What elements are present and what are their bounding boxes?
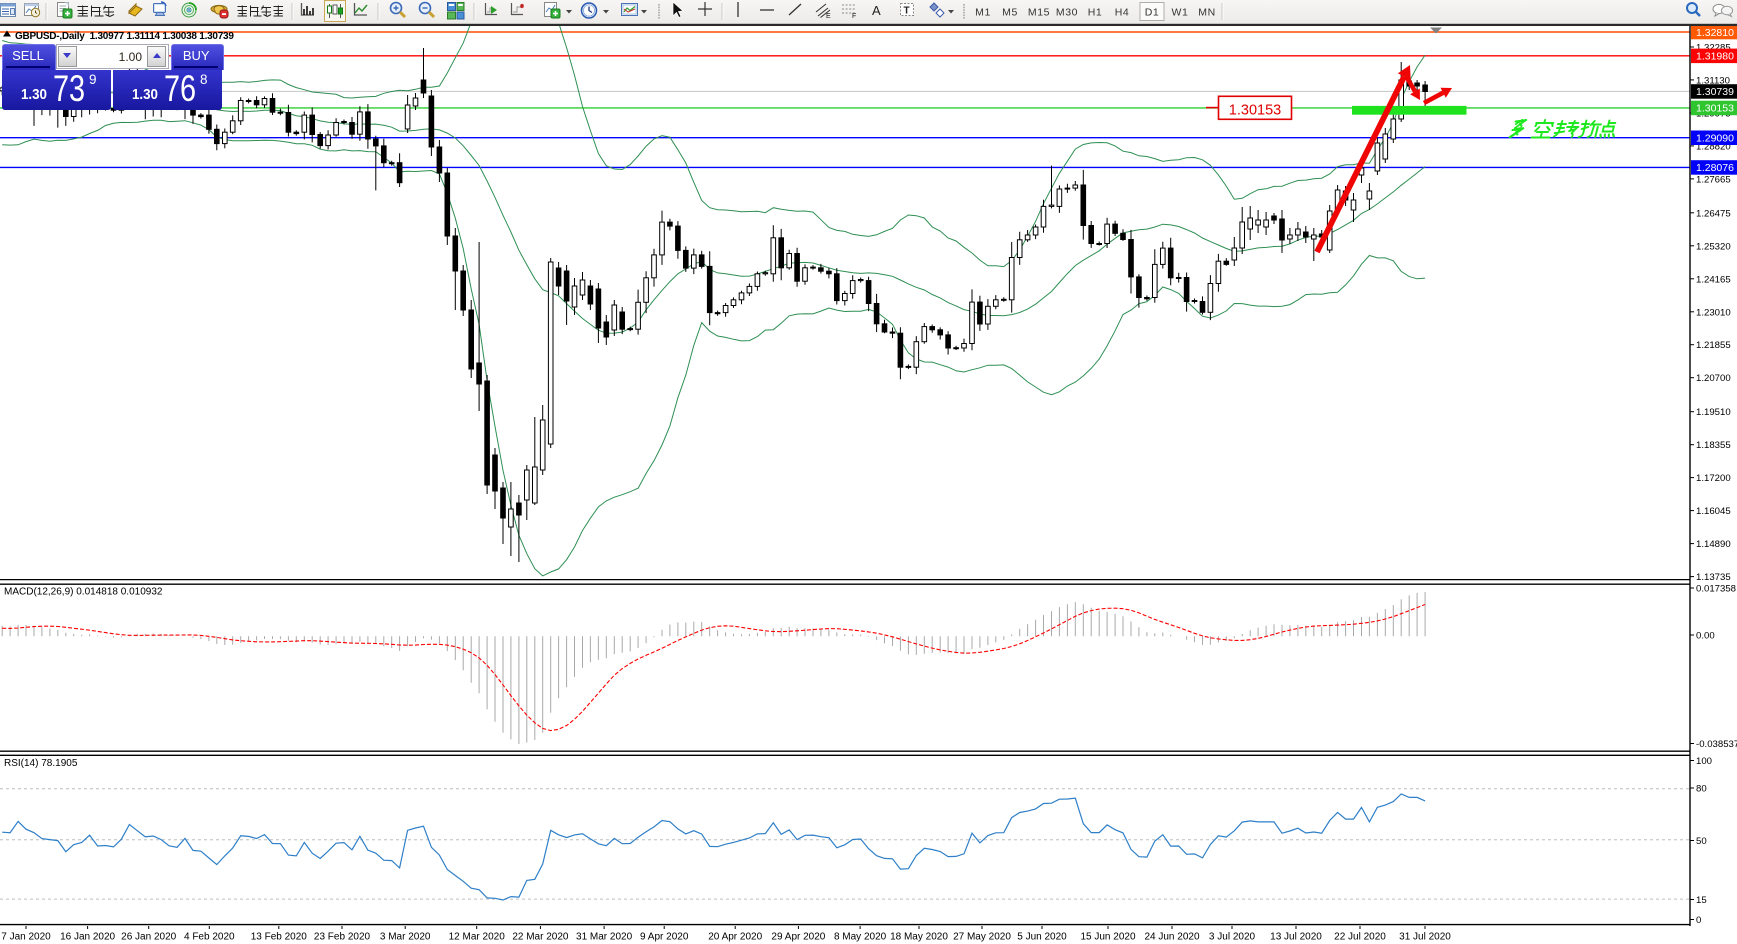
svg-text:1.31980: 1.31980 <box>1696 51 1734 63</box>
svg-text:M15: M15 <box>1028 7 1050 19</box>
svg-text:3 Mar 2020: 3 Mar 2020 <box>380 932 431 943</box>
svg-text:7 Jan 2020: 7 Jan 2020 <box>1 932 51 943</box>
svg-text:1.28076: 1.28076 <box>1696 162 1734 174</box>
svg-text:E: E <box>826 13 831 20</box>
svg-text:1.25320: 1.25320 <box>1696 241 1731 252</box>
svg-text:3 Jul 2020: 3 Jul 2020 <box>1209 932 1256 943</box>
svg-text:F: F <box>852 13 856 20</box>
svg-text:9 Apr 2020: 9 Apr 2020 <box>640 932 689 943</box>
svg-text:-0.038537: -0.038537 <box>1696 739 1737 750</box>
svg-text:T: T <box>904 6 910 17</box>
svg-text:100: 100 <box>1696 756 1712 767</box>
svg-text:8 May 2020: 8 May 2020 <box>834 932 887 943</box>
svg-text:0.017358: 0.017358 <box>1696 584 1736 595</box>
svg-text:1.13735: 1.13735 <box>1696 572 1731 583</box>
svg-text:1.26475: 1.26475 <box>1696 208 1731 219</box>
svg-text:15 Jun 2020: 15 Jun 2020 <box>1080 932 1135 943</box>
svg-text:13 Feb 2020: 13 Feb 2020 <box>251 932 308 943</box>
svg-text:80: 80 <box>1696 784 1707 795</box>
svg-text:1.31130: 1.31130 <box>1696 75 1730 86</box>
svg-text:0: 0 <box>1696 915 1701 926</box>
svg-text:24 Jun 2020: 24 Jun 2020 <box>1144 932 1199 943</box>
svg-text:M5: M5 <box>1002 7 1018 19</box>
svg-text:1.19510: 1.19510 <box>1696 407 1731 418</box>
svg-text:1.18355: 1.18355 <box>1696 440 1731 451</box>
svg-text:31 Mar 2020: 31 Mar 2020 <box>576 932 633 943</box>
svg-text:0.00: 0.00 <box>1696 631 1715 642</box>
svg-text:1.17200: 1.17200 <box>1696 473 1731 484</box>
svg-text:22 Jul 2020: 22 Jul 2020 <box>1334 932 1386 943</box>
svg-text:H4: H4 <box>1115 7 1130 19</box>
svg-text:1.24165: 1.24165 <box>1696 274 1731 285</box>
svg-text:1.23010: 1.23010 <box>1696 307 1731 318</box>
svg-text:1.16045: 1.16045 <box>1696 506 1731 517</box>
svg-text:12 Mar 2020: 12 Mar 2020 <box>449 932 506 943</box>
svg-text:4 Feb 2020: 4 Feb 2020 <box>184 932 235 943</box>
svg-text:13 Jul 2020: 13 Jul 2020 <box>1270 932 1322 943</box>
svg-text:1.32285: 1.32285 <box>1696 43 1731 54</box>
svg-text:W1: W1 <box>1172 7 1189 19</box>
svg-text:D1: D1 <box>1145 7 1160 19</box>
svg-text:29 Apr 2020: 29 Apr 2020 <box>771 932 825 943</box>
svg-text:1.21855: 1.21855 <box>1696 340 1731 351</box>
svg-text:MN: MN <box>1198 7 1216 19</box>
svg-text:A: A <box>872 3 881 18</box>
svg-text:1.20700: 1.20700 <box>1696 373 1731 384</box>
svg-text:16 Jan 2020: 16 Jan 2020 <box>60 932 115 943</box>
svg-text:1.14890: 1.14890 <box>1696 539 1731 550</box>
svg-text:GBPUSD-,Daily 1.30977 1.31114: GBPUSD-,Daily 1.30977 1.31114 1.30038 1.… <box>15 31 234 42</box>
svg-text:20 Apr 2020: 20 Apr 2020 <box>708 932 762 943</box>
svg-text:27 May 2020: 27 May 2020 <box>953 932 1011 943</box>
svg-text:18 May 2020: 18 May 2020 <box>890 932 948 943</box>
svg-text:M1: M1 <box>975 7 991 19</box>
svg-text:1.28820: 1.28820 <box>1696 141 1731 152</box>
svg-text:H1: H1 <box>1088 7 1103 19</box>
svg-text:1.30153: 1.30153 <box>1229 103 1281 119</box>
svg-text:M30: M30 <box>1056 7 1078 19</box>
svg-text:MACD(12,26,9) 0.014818 0.01093: MACD(12,26,9) 0.014818 0.010932 <box>4 587 163 598</box>
svg-text:1.30739: 1.30739 <box>1696 86 1734 98</box>
svg-text:22 Mar 2020: 22 Mar 2020 <box>512 932 569 943</box>
svg-text:31 Jul 2020: 31 Jul 2020 <box>1399 932 1451 943</box>
svg-text:1.29090: 1.29090 <box>1696 133 1734 145</box>
svg-text:5 Jun 2020: 5 Jun 2020 <box>1017 932 1067 943</box>
svg-text:RSI(14) 78.1905: RSI(14) 78.1905 <box>4 758 78 769</box>
svg-text:26 Jan 2020: 26 Jan 2020 <box>121 932 176 943</box>
svg-text:1.32810: 1.32810 <box>1696 27 1734 39</box>
svg-text:1.27665: 1.27665 <box>1696 174 1731 185</box>
svg-text:1.30153: 1.30153 <box>1696 103 1734 115</box>
svg-text:15: 15 <box>1696 895 1707 906</box>
svg-text:50: 50 <box>1696 836 1707 847</box>
svg-text:23 Feb 2020: 23 Feb 2020 <box>314 932 371 943</box>
